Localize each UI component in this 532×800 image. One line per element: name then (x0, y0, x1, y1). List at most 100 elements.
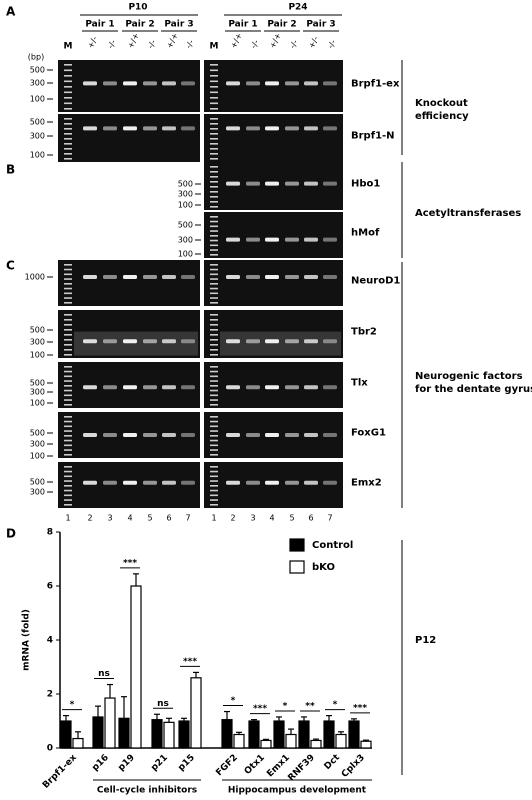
ladder-band (210, 80, 218, 83)
gel-band (285, 339, 299, 344)
y-tick-label: 0 (47, 744, 53, 754)
genotype-label: +/+ (126, 31, 141, 49)
gel-band (265, 433, 279, 437)
bar (233, 733, 245, 749)
ladder-band (64, 86, 72, 88)
ladder-band (210, 186, 218, 188)
ladder-band (210, 420, 218, 423)
ladder-band (210, 143, 218, 145)
ladder-band (210, 449, 218, 451)
lane-number: 3 (107, 514, 112, 523)
ladder-band (210, 254, 218, 256)
x-tick-label: p21 (149, 753, 169, 773)
ladder-label: 300 (30, 79, 45, 88)
gel-band (181, 126, 195, 131)
significance-label: ** (305, 701, 315, 711)
ladder-band (64, 283, 72, 285)
ladder-band (210, 370, 218, 373)
ladder-band (210, 399, 218, 401)
ladder-band (210, 268, 218, 271)
ladder-band (210, 354, 218, 356)
bar (335, 733, 347, 749)
gel-band (103, 275, 117, 280)
gel-band (304, 181, 318, 186)
ladder-band (64, 148, 72, 150)
ladder-label: 500 (30, 379, 45, 388)
gel-image (204, 162, 343, 210)
ladder-band (210, 166, 218, 168)
gel-band (246, 275, 260, 280)
bar (348, 720, 360, 749)
ladder-label: 100 (30, 452, 45, 461)
x-tick-label: Otx1 (243, 753, 267, 777)
gel-band (265, 339, 279, 344)
significance-label: * (231, 696, 236, 706)
ladder-band (64, 297, 72, 299)
ladder-band (210, 380, 218, 382)
gel-band (285, 126, 299, 131)
gel-band (226, 433, 240, 437)
gel-band (181, 433, 195, 437)
ladder-band (210, 191, 218, 193)
ladder-band (210, 324, 218, 326)
gel-band (83, 480, 97, 485)
ladder-band (64, 499, 72, 501)
gel-band (246, 433, 260, 437)
gel-band (83, 126, 97, 131)
panel-label: D (6, 527, 16, 541)
lane-number: 4 (269, 514, 274, 523)
ladder-band (64, 128, 72, 130)
ladder-band (64, 264, 72, 266)
ladder-band (210, 425, 218, 428)
ladder-band (64, 494, 72, 497)
gel-band (123, 339, 137, 344)
x-tick-label: Dct (323, 752, 343, 772)
significance-label: ns (157, 699, 169, 709)
ladder-band (64, 389, 72, 392)
ladder-band (210, 430, 218, 432)
bar (104, 697, 116, 749)
ladder-band (210, 435, 218, 437)
ladder-band (210, 485, 218, 487)
ladder-band (210, 499, 218, 501)
age-label: P24 (288, 3, 307, 13)
ladder-band (64, 102, 72, 105)
ladder-band (64, 334, 72, 336)
ladder-band (210, 349, 218, 351)
gel-band (285, 81, 299, 86)
ladder-label: 300 (30, 488, 45, 497)
ladder-label: 100 (178, 250, 193, 259)
gel-band (265, 480, 279, 485)
gel-band (143, 275, 157, 280)
ladder-band (64, 444, 72, 447)
ladder-band (64, 97, 72, 99)
gel-band (162, 433, 176, 437)
pair-label: Pair 3 (306, 20, 335, 30)
ladder-band (210, 235, 218, 237)
gel-band (162, 126, 176, 131)
ladder-band (64, 344, 72, 346)
pair-label: Pair 1 (228, 20, 257, 30)
gene-label: hMof (351, 228, 380, 239)
ladder-band (64, 420, 72, 423)
lane-number: 3 (250, 514, 255, 523)
ladder-band (64, 108, 72, 110)
significance-label: *** (183, 657, 197, 667)
bar (323, 720, 335, 749)
gel-band (162, 385, 176, 390)
pair-label: Pair 1 (85, 20, 114, 30)
ladder-band (210, 91, 218, 94)
ladder-band (64, 425, 72, 428)
ladder-band (210, 86, 218, 88)
gel-band (285, 385, 299, 390)
marker-label: M (210, 42, 219, 52)
gel-band (123, 480, 137, 485)
ladder-band (210, 375, 218, 378)
ladder-band (210, 153, 218, 155)
bar (72, 737, 84, 749)
gel-band (285, 237, 299, 242)
ladder-band (210, 287, 218, 290)
ladder-band (64, 504, 72, 506)
x-tick-label: p19 (116, 753, 136, 773)
